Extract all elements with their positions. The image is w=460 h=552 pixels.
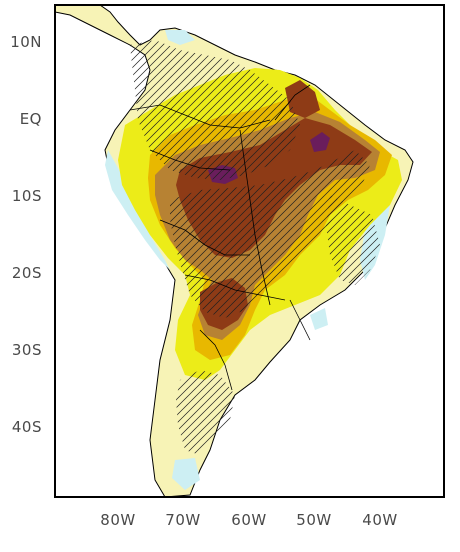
country-borders — [129, 84, 311, 391]
latitude-label-10n: 10N — [10, 33, 42, 51]
latitude-label-eq: EQ — [20, 110, 42, 128]
hatch-region-north — [130, 40, 300, 180]
hatch-region-east — [326, 195, 380, 285]
brown-region-northeast — [285, 80, 320, 118]
cyan-region-north — [165, 30, 195, 45]
latitude-label-40s: 40S — [12, 418, 42, 436]
latitude-label-20s: 20S — [12, 264, 42, 282]
longitude-label-40w: 40W — [362, 511, 397, 529]
hatch-region-central — [170, 150, 370, 318]
cyan-region-southeast — [310, 308, 328, 330]
cyan-region-south — [172, 458, 200, 490]
latitude-label-10s: 10S — [12, 187, 42, 205]
longitude-label-70w: 70W — [165, 511, 200, 529]
longitude-label-50w: 50W — [296, 511, 331, 529]
longitude-label-60w: 60W — [231, 511, 266, 529]
longitude-axis: 80W 70W 60W 50W 40W — [100, 511, 397, 529]
latitude-label-30s: 30S — [12, 341, 42, 359]
longitude-label-80w: 80W — [100, 511, 135, 529]
latitude-axis: 10N EQ 10S 20S 30S 40S — [10, 33, 42, 436]
plot-frame — [54, 4, 445, 498]
hatch-region-south — [176, 370, 235, 455]
purple-region-northeast — [310, 132, 330, 152]
